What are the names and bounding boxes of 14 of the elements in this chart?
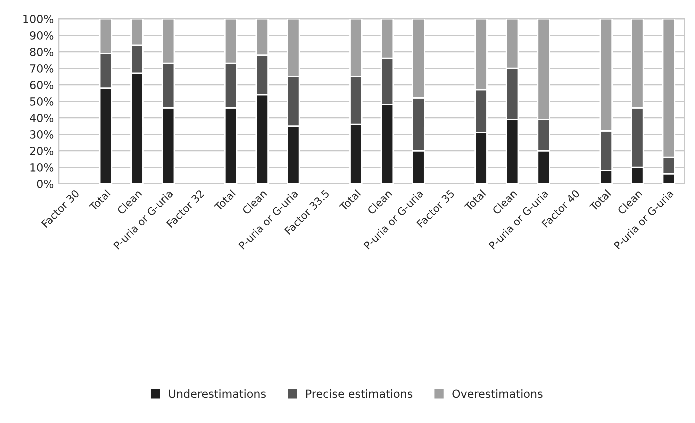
- y-tick-label: 30%: [30, 130, 54, 139]
- legend-label: Underestimations: [169, 390, 266, 398]
- legend-label: Precise estimations: [306, 390, 413, 398]
- y-tick-label: 40%: [30, 114, 54, 122]
- y-tick-label: 100%: [24, 15, 54, 24]
- y-tick-label: 20%: [30, 146, 54, 156]
- y-tick-label: 10%: [30, 163, 54, 172]
- y-tick-label: 60%: [30, 81, 54, 90]
- y-tick-label: 80%: [30, 48, 54, 56]
- legend-label: Overestimations: [452, 390, 543, 398]
- y-tick-label: 90%: [30, 32, 54, 40]
- y-tick-label: 70%: [30, 64, 54, 73]
- y-tick-label: 0%: [37, 180, 54, 188]
- y-tick-label: 50%: [30, 97, 54, 106]
